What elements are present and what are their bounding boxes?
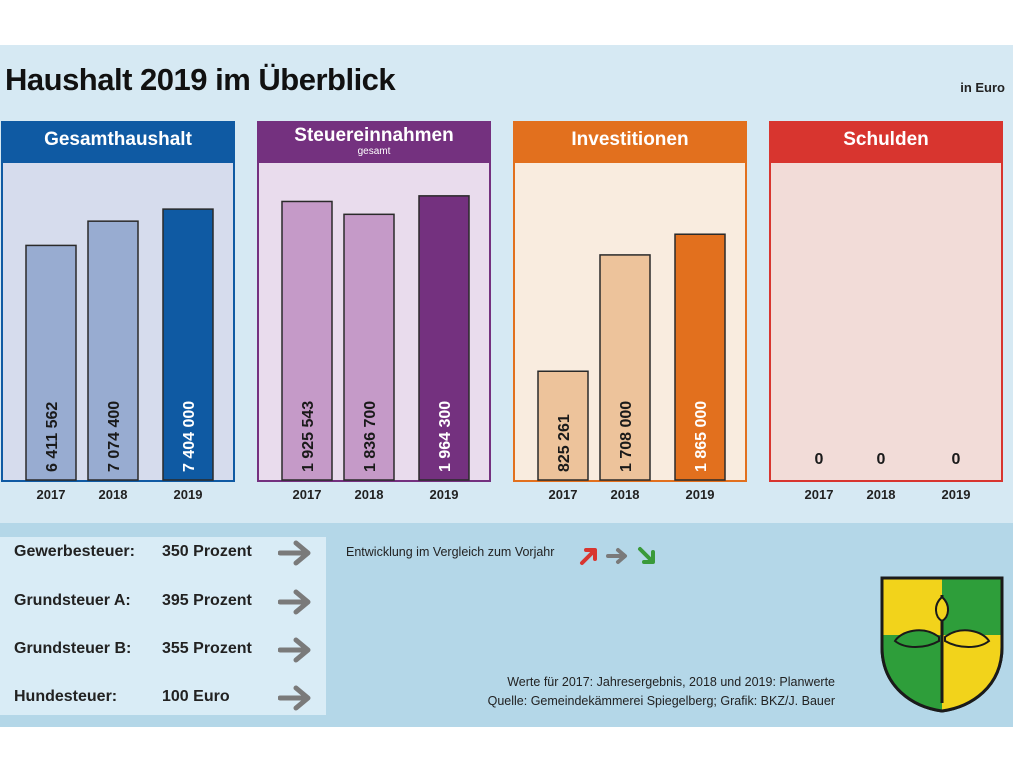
- bar-2018: [343, 213, 395, 481]
- panel-subtitle: gesamt: [357, 146, 391, 157]
- tax-label: Hundesteuer:: [14, 688, 118, 705]
- data-label: 6 411 562: [44, 402, 61, 472]
- trend-legend-icons: [580, 547, 655, 565]
- tick-label: 2017: [548, 487, 578, 502]
- panel-schulden: Schulden 0 0 0: [769, 121, 1003, 482]
- panel-gesamthaushalt: Gesamthaushalt 6 411 562 7 074 400 7 404 0…: [1, 121, 235, 482]
- panel-header: Schulden: [769, 121, 1003, 163]
- tick-label: 2019: [685, 487, 715, 502]
- page-title: Haushalt 2019 im Überblick: [5, 62, 396, 97]
- tick-label: 2019: [429, 487, 459, 502]
- tick-label: 2018: [866, 487, 896, 502]
- arrow-right-icon: [278, 589, 311, 615]
- x-axis-schulden: 2017 2018 2019: [769, 487, 1003, 503]
- data-label: 0: [815, 451, 824, 468]
- bar-2017: [537, 370, 589, 481]
- data-label: 825 261: [556, 414, 573, 472]
- tax-value: 395 Prozent: [162, 592, 252, 609]
- panel-title: Schulden: [843, 129, 929, 150]
- data-label: 7 404 000: [181, 401, 198, 472]
- tick-label: 2018: [610, 487, 640, 502]
- tax-value: 100 Euro: [162, 688, 230, 705]
- tax-value: 350 Prozent: [162, 543, 252, 560]
- panel-title: Gesamthaushalt: [44, 129, 192, 150]
- x-axis-steuereinnahmen: 2017 2018 2019: [257, 487, 491, 503]
- tax-value: 355 Prozent: [162, 640, 252, 657]
- bar-chart-investitionen: 825 261 1 708 000 1 865 000: [537, 233, 726, 481]
- arrow-right-icon: [278, 637, 311, 663]
- data-label: 1 964 300: [437, 401, 454, 472]
- bar-2018: [87, 220, 139, 481]
- panel-body: [769, 163, 1003, 482]
- data-label: 7 074 400: [106, 401, 123, 472]
- source-footnote: Werte für 2017: Jahresergebnis, 2018 und…: [488, 673, 835, 711]
- arrow-up-icon: [580, 548, 597, 565]
- x-axis-gesamthaushalt: 2017 2018 2019: [1, 487, 235, 503]
- tax-row-hundesteuer: Hundesteuer: 100 Euro: [14, 685, 314, 712]
- footnote-line: Werte für 2017: Jahresergebnis, 2018 und…: [507, 675, 835, 689]
- panel-title: Steuereinnahmen: [294, 125, 454, 146]
- tick-label: 2017: [804, 487, 834, 502]
- tick-label: 2017: [36, 487, 66, 502]
- tax-row-grundsteuer-b: Grundsteuer B: 355 Prozent: [14, 637, 314, 664]
- tax-rates-box: [0, 537, 326, 715]
- x-axis-investitionen: 2017 2018 2019: [513, 487, 747, 503]
- data-label: 1 925 543: [300, 401, 317, 472]
- arrow-right-icon: [278, 540, 311, 566]
- tick-label: 2017: [292, 487, 322, 502]
- panel-header: Investitionen: [513, 121, 747, 163]
- tick-label: 2019: [941, 487, 971, 502]
- tax-row-gewerbesteuer: Gewerbesteuer: 350 Prozent: [14, 540, 314, 567]
- tick-label: 2019: [173, 487, 203, 502]
- panel-header: Gesamthaushalt: [1, 121, 235, 163]
- tick-label: 2018: [354, 487, 384, 502]
- arrow-right-icon: [606, 548, 627, 564]
- data-label: 0: [877, 451, 886, 468]
- data-label: 1 708 000: [618, 401, 635, 472]
- panel-title: Investitionen: [571, 129, 689, 150]
- arrow-right-icon: [278, 685, 311, 711]
- bar-2017: [281, 200, 333, 481]
- data-label: 1 865 000: [693, 401, 710, 472]
- bar-2019: [162, 208, 214, 481]
- unit-label: in Euro: [960, 80, 1005, 95]
- tax-label: Gewerbesteuer:: [14, 543, 135, 560]
- footnote-line: Quelle: Gemeindekämmerei Spiegelberg; Gr…: [487, 694, 835, 708]
- tick-label: 2018: [98, 487, 128, 502]
- panel-investitionen: Investitionen 825 261 1 708 000 1 865 000: [513, 121, 747, 482]
- bar-chart-gesamthaushalt: 6 411 562 7 074 400 7 404 000: [25, 208, 214, 481]
- bar-chart-steuereinnahmen: 1 925 543 1 836 700 1 964 300: [281, 195, 470, 481]
- tax-row-grundsteuer-a: Grundsteuer A: 395 Prozent: [14, 589, 314, 616]
- data-label: 1 836 700: [362, 401, 379, 472]
- bar-2019: [418, 195, 470, 481]
- trend-legend-text: Entwicklung im Vergleich zum Vorjahr: [346, 545, 555, 559]
- bar-2019: [674, 233, 726, 481]
- panel-header: Steuereinnahmen gesamt: [257, 121, 491, 163]
- bar-2017: [25, 244, 77, 481]
- tax-label: Grundsteuer A:: [14, 592, 131, 609]
- tax-label: Grundsteuer B:: [14, 640, 132, 657]
- arrow-down-icon: [638, 547, 655, 564]
- panel-steuereinnahmen: Steuereinnahmen gesamt 1 925 543 1 836 70…: [257, 121, 491, 482]
- data-label: 0: [952, 451, 961, 468]
- bar-2018: [599, 254, 651, 481]
- coat-of-arms-icon: [880, 576, 1004, 713]
- bar-chart-schulden: 0 0 0: [815, 451, 961, 468]
